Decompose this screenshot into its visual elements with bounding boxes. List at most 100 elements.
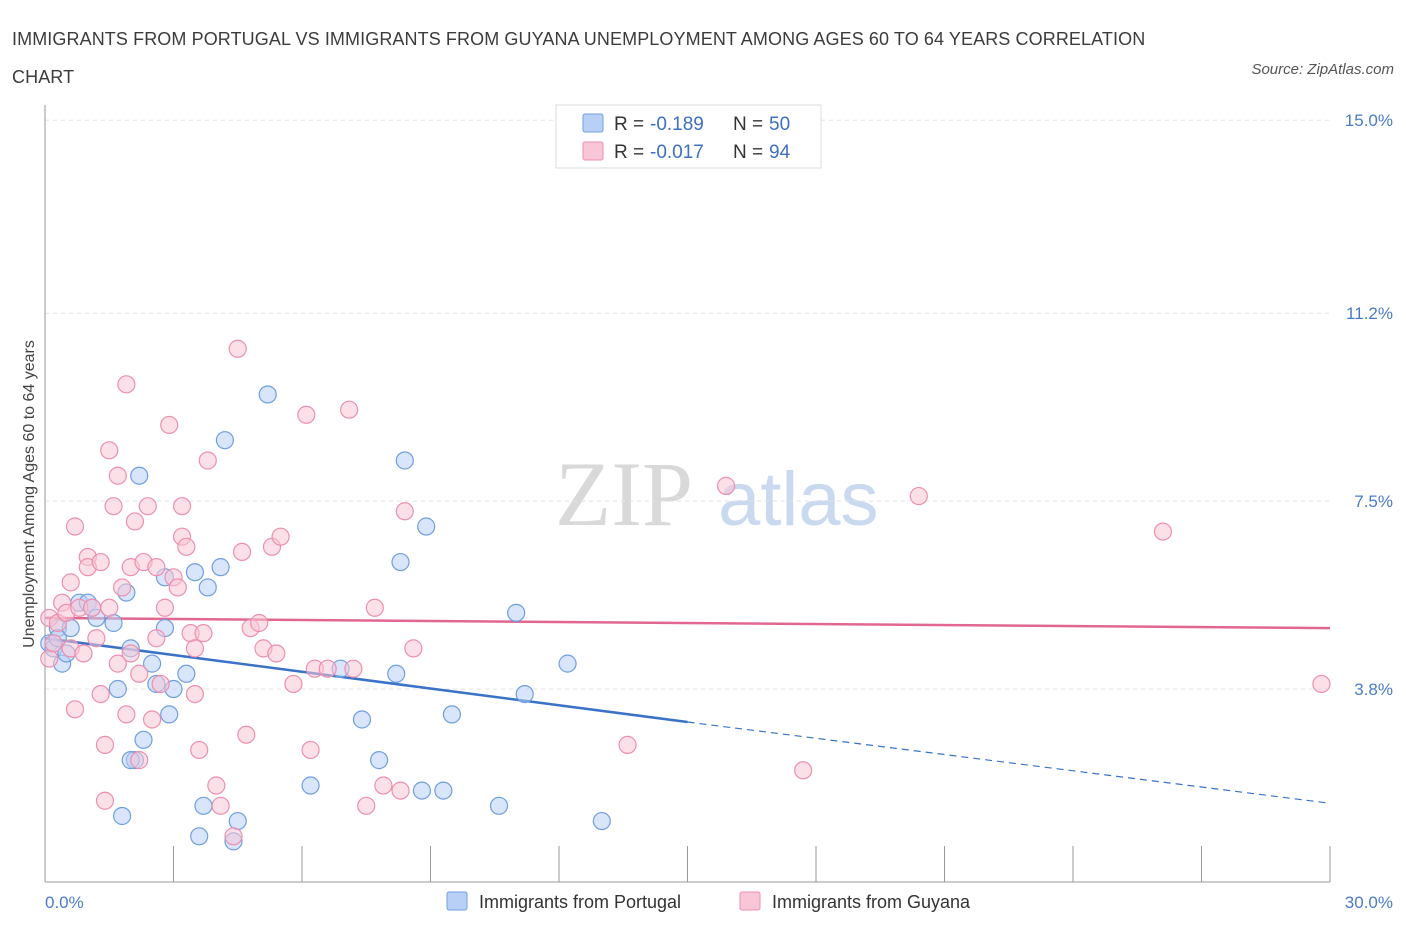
guyana-point-34 [138,497,157,516]
guyana-point-30 [125,512,145,531]
x-tick-label-1: 30.0% [1345,893,1393,912]
guyana-point-50 [194,624,213,643]
x-tick-label-0: 0.0% [45,893,84,912]
guyana-point-42 [168,578,187,597]
portugal-point-18 [130,466,149,485]
guyana-point-78 [716,476,736,495]
y-tick-label-2: 7.5% [1354,492,1393,511]
guyana-point-63 [271,527,290,546]
source-label: Source: ZipAtlas.com [1251,61,1394,78]
guyana-point-79 [794,761,813,780]
guyana-point-37 [147,629,166,648]
guyana-point-26 [117,375,136,394]
guyana-point-76 [404,639,423,658]
portugal-series-label: Immigrants from Portugal [479,892,681,912]
guyana-series-label: Immigrants from Guyana [772,892,971,912]
portugal-point-30 [198,578,217,597]
guyana-point-25 [112,578,132,597]
guyana-point-54 [224,827,243,846]
y-tick-label-1: 11.2% [1346,304,1393,323]
guyana-point-35 [142,710,162,729]
portugal-trend-line [44,636,688,724]
trend-lines [44,616,1331,804]
guyana-point-15 [87,629,106,648]
portugal-point-19 [134,730,153,749]
guyana-series-swatch [739,891,761,911]
portugal-trend-extension [687,721,1331,804]
portugal-point-29 [194,796,213,815]
guyana-point-66 [301,740,320,760]
portugal-point-24 [160,705,179,724]
series-legend: Immigrants from Portugal Immigrants from… [446,891,971,912]
y-axis-label: Unemployment Among Ages 60 to 64 years [21,340,38,648]
portugal-point-27 [185,563,205,582]
guyana-point-70 [344,659,363,678]
portugal-point-28 [190,827,209,846]
portugal-point-20 [142,654,162,673]
guyana-point-40 [160,415,179,435]
guyana-point-16 [91,552,110,572]
guyana-n-label: N = [733,142,763,163]
portugal-point-11 [104,613,123,633]
guyana-point-69 [340,400,359,419]
portugal-point-36 [301,776,320,795]
guyana-point-21 [100,598,119,617]
portugal-point-46 [442,705,462,724]
guyana-n-value: 94 [769,142,791,163]
guyana-point-1 [40,649,59,668]
guyana-point-24 [108,654,127,673]
portugal-point-26 [177,664,196,683]
guyana-point-80 [909,486,928,506]
portugal-series-swatch [446,891,468,911]
guyana-point-51 [198,451,217,470]
guyana-point-75 [395,502,414,521]
guyana-point-31 [130,664,149,683]
portugal-point-12 [108,679,127,699]
guyana-point-7 [61,573,80,592]
guyana-point-22 [104,497,123,516]
portugal-n-label: N = [733,114,763,135]
portugal-point-47 [489,796,509,815]
guyana-trend-line [44,616,1331,630]
data-points [40,339,1331,851]
guyana-point-52 [207,776,226,795]
guyana-legend-swatch [582,141,604,161]
guyana-point-64 [284,674,303,694]
portugal-point-35 [258,385,277,404]
y-tick-label-0: 15.0% [1345,111,1393,130]
guyana-point-72 [365,598,384,617]
portugal-point-41 [391,552,410,572]
guyana-r-value: -0.017 [650,142,704,163]
guyana-point-49 [190,740,209,760]
guyana-point-11 [74,644,93,663]
portugal-legend-swatch [582,113,604,133]
guyana-point-2 [44,634,63,653]
guyana-point-55 [228,339,247,358]
y-tick-label-3: 3.8% [1354,680,1393,699]
y-tick-labels: 15.0% 11.2% 7.5% 3.8% [1345,111,1393,699]
portugal-point-31 [211,558,230,577]
portugal-point-39 [370,751,389,770]
portugal-r-label: R = [614,114,644,135]
portugal-point-13 [112,806,132,826]
portugal-point-45 [434,781,453,800]
portugal-point-32 [215,431,234,450]
guyana-point-82 [1312,674,1331,694]
guyana-point-62 [267,644,286,663]
guyana-point-73 [374,776,393,795]
portugal-point-51 [592,811,611,831]
guyana-point-77 [618,735,637,754]
guyana-point-9 [65,700,85,719]
guyana-point-59 [250,613,269,633]
portugal-point-42 [395,451,414,470]
guyana-point-81 [1153,522,1173,541]
guyana-point-19 [95,791,115,810]
guyana-point-8 [65,517,85,536]
guyana-point-48 [185,684,205,704]
portugal-r-value: -0.189 [650,114,704,135]
chart-title: IMMIGRANTS FROM PORTUGAL VS IMMIGRANTS F… [12,29,1146,87]
guyana-point-39 [155,598,175,617]
x-tick-marks [173,846,1331,882]
guyana-point-68 [318,659,337,678]
